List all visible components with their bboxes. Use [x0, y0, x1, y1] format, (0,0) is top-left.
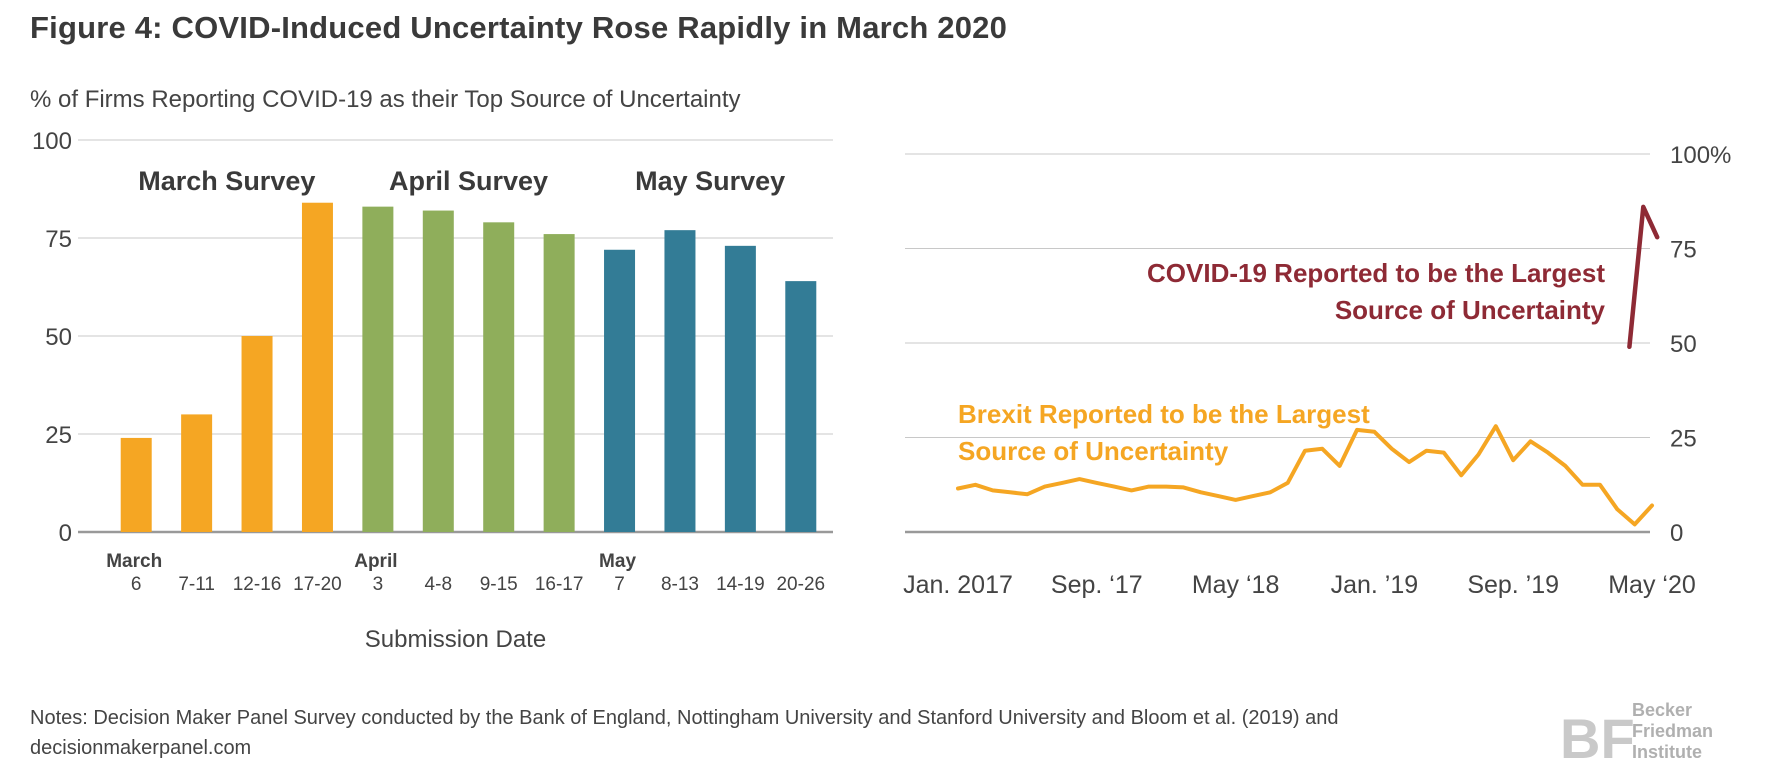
bar-chart-bar [362, 206, 394, 532]
bar-chart-y-axis-label: % of Firms Reporting COVID-19 as their T… [30, 86, 741, 113]
bar-chart-y-tick-label: 50 [45, 324, 72, 351]
bar-chart-month-label: April [354, 551, 397, 572]
logo-mark: BF [1560, 707, 1635, 770]
bar-chart-x-tick-label: 7 [614, 574, 625, 595]
line-chart-x-tick-label: Jan. 2017 [903, 571, 1013, 599]
becker-friedman-logo-icon: BF [1560, 707, 1635, 770]
bar-chart-bar [181, 414, 213, 532]
bar-chart-bar [724, 245, 756, 532]
logo-wordmark: Becker Friedman Institute [1632, 700, 1713, 763]
bar-chart-bar [241, 336, 273, 532]
bar-chart-x-tick-label: 6 [131, 574, 142, 595]
bar-chart-x-axis-title: Submission Date [365, 626, 546, 653]
line-chart-x-tick-label: Jan. ’19 [1331, 571, 1419, 599]
brexit-annotation: Source of Uncertainty [958, 436, 1229, 466]
bar-chart-group-label: April Survey [389, 166, 548, 196]
line-chart-y-tick-label: 75 [1670, 237, 1697, 264]
line-chart-x-tick-label: Sep. ‘17 [1051, 571, 1143, 599]
brexit-series-line [956, 424, 1654, 527]
bar-chart-month-label: March [106, 551, 162, 572]
bar-chart-y-tick-label: 25 [45, 422, 72, 449]
bar-chart-x-tick-label: 8-13 [661, 574, 699, 595]
bar-chart-bar [604, 249, 636, 532]
line-chart-y-tick-label: 100% [1670, 142, 1731, 169]
line-chart-y-tick-label: 25 [1670, 426, 1697, 453]
line-chart-x-tick-label: Sep. ’19 [1467, 571, 1559, 599]
line-chart-x-tick-label: May ‘20 [1608, 571, 1696, 599]
bar-chart-bar [301, 202, 333, 532]
covid-series-line [1627, 204, 1660, 350]
bar-chart-x-tick-label: 14-19 [716, 574, 765, 595]
line-chart-y-tick-label: 50 [1670, 331, 1697, 358]
bar-chart-x-tick-label: 16-17 [535, 574, 584, 595]
bar-chart-x-tick-label: 12-16 [233, 574, 282, 595]
bar-chart-bar [422, 210, 454, 532]
bar-chart-bar [543, 234, 575, 532]
bar-chart-x-tick-label: 4-8 [425, 574, 452, 595]
bar-chart-month-label: May [599, 551, 636, 572]
bar-chart-y-tick-label: 100 [32, 128, 72, 155]
bar-chart-x-tick-label: 9-15 [480, 574, 518, 595]
bar-chart-bar [483, 222, 515, 532]
bar-chart-y-tick-label: 0 [59, 520, 72, 547]
covid-annotation: COVID-19 Reported to be the Largest [1147, 258, 1605, 288]
bar-chart-x-tick-label: 7-11 [178, 574, 215, 595]
covid-annotation: Source of Uncertainty [1335, 295, 1606, 325]
figure-title: Figure 4: COVID-Induced Uncertainty Rose… [30, 10, 1008, 45]
line-chart-y-tick-label: 0 [1670, 520, 1683, 547]
bar-chart-bar [120, 437, 152, 532]
bar-chart-bar [785, 281, 817, 532]
logo-line-2: Friedman [1632, 721, 1714, 741]
logo-line-3: Institute [1632, 742, 1702, 762]
bar-chart-y-tick-label: 75 [45, 226, 72, 253]
bar-chart-group-label: March Survey [138, 166, 315, 196]
line-chart-x-tick-label: May ‘18 [1192, 571, 1280, 599]
bar-chart-bar [664, 230, 696, 532]
brexit-annotation: Brexit Reported to be the Largest [958, 399, 1370, 429]
logo-line-1: Becker [1632, 700, 1693, 720]
notes-text: Notes: Decision Maker Panel Survey condu… [30, 707, 1339, 759]
bar-chart-x-tick-label: 17-20 [293, 574, 342, 595]
bar-chart-group-label: May Survey [635, 166, 785, 196]
bar-chart-x-tick-label: 3 [373, 574, 384, 595]
bar-chart-x-tick-label: 20-26 [776, 574, 825, 595]
